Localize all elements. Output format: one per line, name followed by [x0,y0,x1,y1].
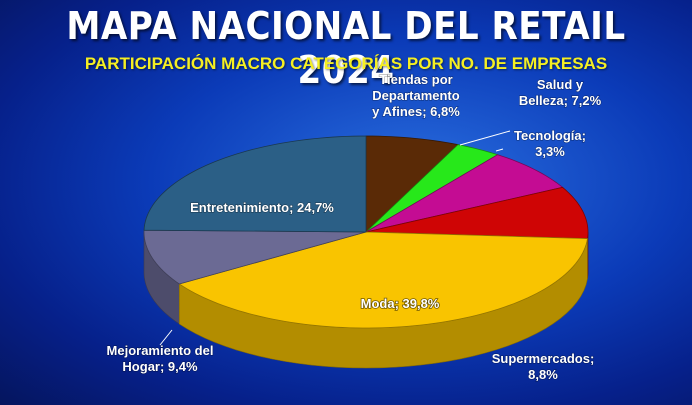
slice-label-2: Tecnología; 3,3% [514,128,586,159]
slice-label-line: Moda; 39,8% [361,296,440,311]
slice-label-line: Entretenimiento; 24,7% [190,200,334,215]
slice-entretenimiento [144,136,366,232]
slice-label-4: Moda; 39,8% [361,296,440,311]
slice-label-line: Mejoramiento del [107,343,214,358]
slice-label-1: Salud y Belleza; 7,2% [519,77,602,108]
slice-label-line: Salud y [537,77,584,92]
slice-label-line: Hogar; 9,4% [122,359,198,374]
leader-line-2 [496,149,503,151]
slice-label-line: Tiendas por [379,72,452,87]
slice-label-0: Tiendas por Departamento y Afines; 6,8% [372,72,460,119]
slice-label-line: Belleza; 7,2% [519,93,602,108]
slice-label-line: 8,8% [528,367,558,382]
leader-line-1 [460,131,510,145]
slice-label-line: y Afines; 6,8% [372,104,460,119]
slice-label-line: Departamento [372,88,459,103]
slice-label-line: Supermercados; [492,351,595,366]
slice-label-6: Entretenimiento; 24,7% [190,200,334,215]
slice-label-line: Tecnología; [514,128,586,143]
slice-label-5: Mejoramiento del Hogar; 9,4% [107,343,214,374]
slice-label-line: 3,3% [535,144,565,159]
slice-label-3: Supermercados; 8,8% [492,351,595,382]
